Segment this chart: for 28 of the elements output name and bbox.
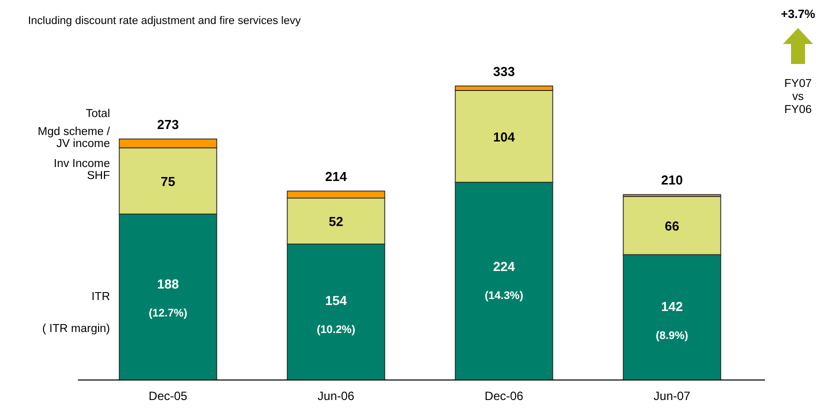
total-label: 210 <box>661 172 683 188</box>
data-label: 224 <box>493 259 516 274</box>
data-label: 66 <box>664 218 680 234</box>
data-label: 154 <box>325 293 348 308</box>
series-label: ITR <box>91 291 110 303</box>
data-label: 75 <box>160 174 176 189</box>
annotation: ( ITR margin) <box>42 323 110 335</box>
annotation: (14.3%) <box>484 290 524 302</box>
series-label: Inv Income SHF <box>54 158 110 182</box>
total-label: 333 <box>493 64 515 79</box>
text: FY07 vs FY06 <box>784 78 812 116</box>
annotation: (10.2%) <box>316 324 356 336</box>
text: +3.7% <box>780 7 816 21</box>
data-label: 104 <box>493 129 516 144</box>
annotation: Total <box>86 108 110 120</box>
x-tick-label: Jun-07 <box>654 389 691 403</box>
x-tick-label: Dec-05 <box>148 389 188 403</box>
annotation: (8.9%) <box>656 330 689 342</box>
x-tick-label: Jun-06 <box>318 389 355 403</box>
data-label: 52 <box>328 214 344 230</box>
total-label: 214 <box>325 169 348 184</box>
series-label: Mgd scheme / JV income <box>38 126 111 150</box>
annotation: (12.7%) <box>148 308 188 320</box>
data-label: 142 <box>661 299 683 314</box>
x-tick-label: Dec-06 <box>484 389 524 403</box>
data-label: 188 <box>157 276 179 292</box>
chart-subtitle: Including discount rate adjustment and fire services levy <box>28 15 302 27</box>
total-label: 273 <box>157 116 179 132</box>
